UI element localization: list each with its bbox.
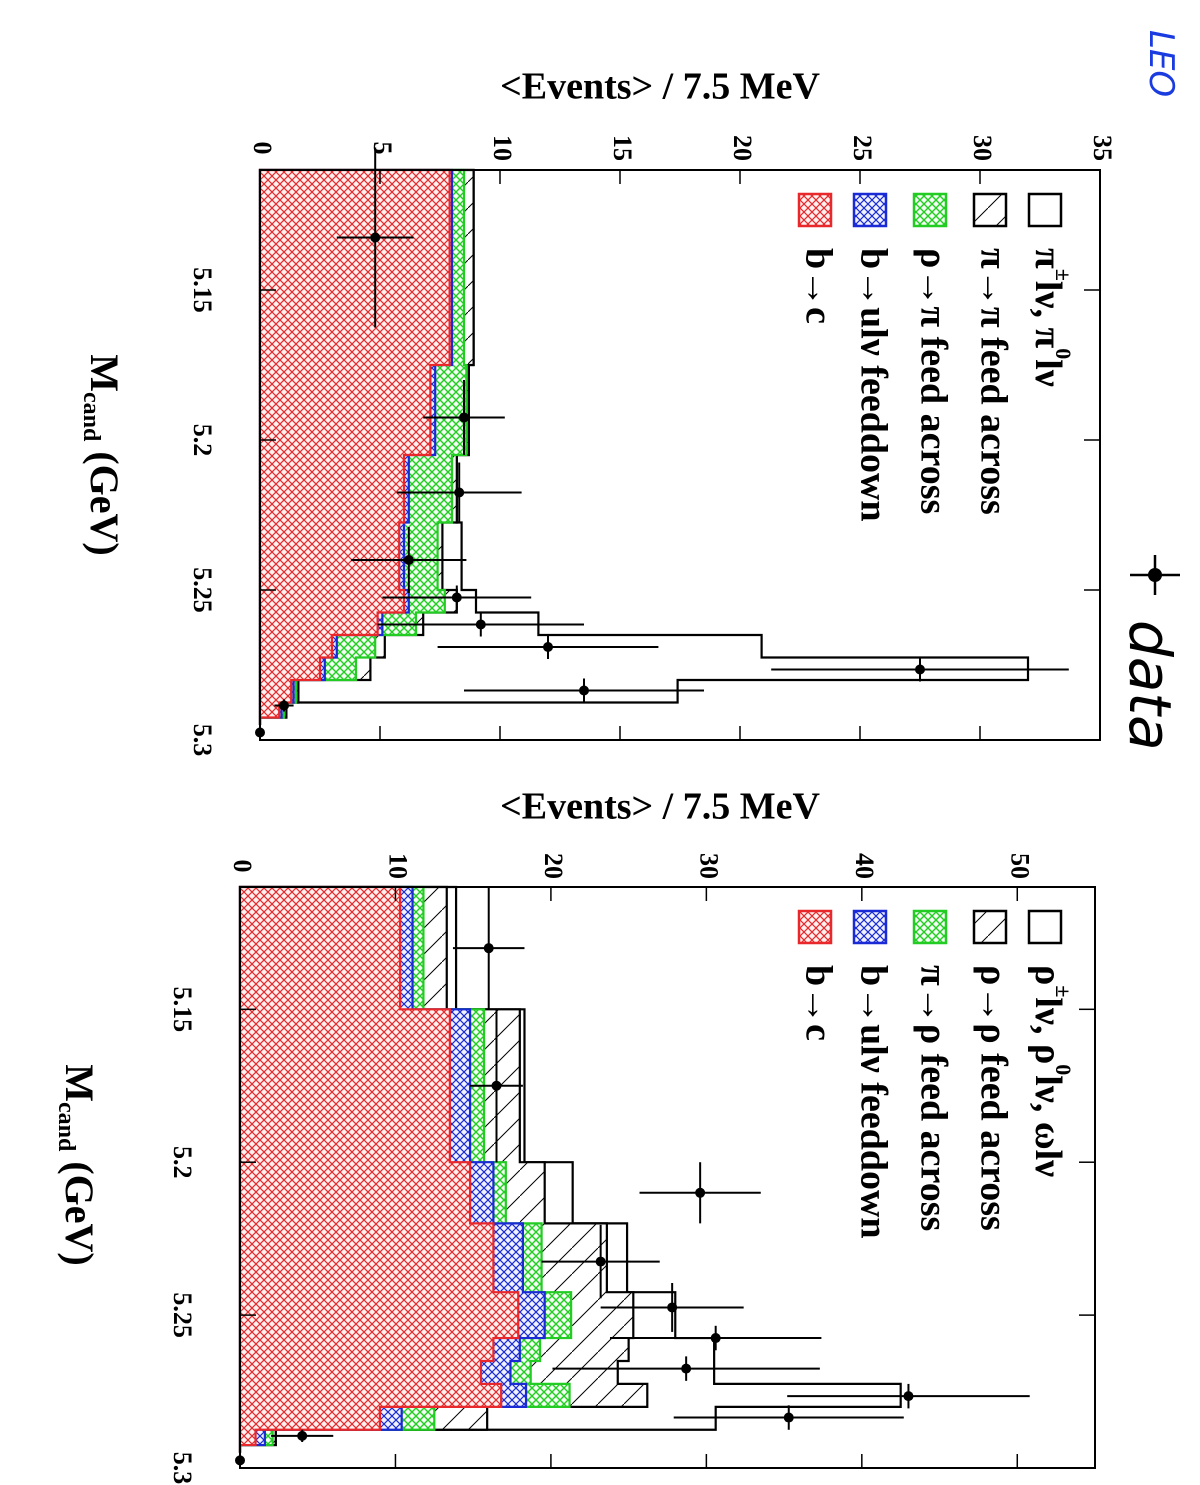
y-tick-label: 5 (368, 142, 397, 155)
y-axis-label: <Events> / 7.5 MeV (500, 66, 820, 108)
x-axis-label-sub: cand (53, 1102, 79, 1152)
y-tick-label: 0 (248, 142, 277, 155)
y-tick-label: 10 (488, 135, 517, 161)
data-point (255, 727, 265, 738)
y-tick-label: 20 (539, 853, 568, 879)
legend-swatch-ulv (852, 192, 888, 228)
legend-swatch-feed (972, 192, 1008, 228)
data-point (903, 1391, 914, 1402)
data-point (667, 1302, 678, 1313)
x-axis-label-sub: cand (78, 392, 104, 442)
legend-swatch-btoc (797, 909, 833, 945)
y-tick-label: 10 (383, 853, 412, 879)
x-axis-label-unit: (GeV) (57, 1151, 102, 1265)
legend-label-cross: ρ→π feed across (912, 248, 954, 514)
data-point (579, 685, 589, 696)
x-tick-label: 5.25 (188, 567, 217, 613)
y-tick-label: 30 (968, 135, 997, 161)
data-point (451, 592, 462, 603)
data-point (595, 1256, 606, 1267)
legend-swatch-signal (1027, 192, 1063, 228)
plot-frame (259, 169, 1101, 741)
data-point (483, 943, 494, 954)
corner-mark: LEO (1141, 30, 1181, 97)
x-tick-label: 5.15 (188, 267, 217, 313)
legend-label-btoc: b→c (797, 965, 839, 1041)
data-point (783, 1412, 794, 1423)
legend-swatch-btoc (797, 192, 833, 228)
data-point (297, 1430, 308, 1441)
data-point (491, 1080, 502, 1091)
data-point (454, 487, 465, 498)
data-point (695, 1187, 706, 1198)
data-point (915, 664, 925, 675)
y-tick-label: 25 (848, 135, 877, 161)
data-point (459, 412, 469, 423)
legend-swatch-signal (1027, 909, 1063, 945)
data-point (475, 619, 486, 630)
legend-label-cross: π→ρ feed across (912, 965, 954, 1231)
y-tick-label: 15 (608, 135, 637, 161)
y-tick-label: 0 (228, 860, 257, 873)
x-tick-label: 5.3 (168, 1452, 197, 1485)
data-point (681, 1363, 692, 1374)
legend-label-feed: ρ→ρ feed across (972, 965, 1014, 1231)
x-tick-label: 5.2 (188, 424, 217, 457)
data-point (403, 555, 414, 565)
legend-label-signal: ρ±lν, ρ0lν, ωlν (1027, 965, 1076, 1177)
data-point (279, 700, 289, 711)
x-tick-label: 5.15 (168, 987, 197, 1033)
top-panel: 0 5 10 15 20 25 30 35 5.15 5.2 5.25 5.3 <Events> / 7… (78, 66, 1117, 757)
legend-label-ulv: b→ulν feeddown (852, 248, 894, 522)
hist-b_to_c (238, 885, 520, 1453)
x-axis-label: Mcand (GeV) (78, 354, 126, 556)
data-point (710, 1333, 721, 1344)
legend-swatch-feed (972, 909, 1008, 945)
plot-frame (239, 886, 1096, 1469)
legend-label-feed: π→π feed across (972, 248, 1014, 515)
handwritten-data-label: data (1116, 620, 1184, 751)
x-axis-label: Mcand (GeV) (53, 1064, 101, 1266)
x-axis-label-unit: (GeV) (82, 441, 127, 555)
data-point (370, 232, 381, 243)
legend-label-btoc: b→c (797, 248, 839, 324)
legend-swatch-cross (912, 909, 948, 945)
y-tick-label: 35 (1088, 135, 1117, 161)
legend-label-ulv: b→ulν feeddown (852, 965, 894, 1239)
y-tick-label: 50 (1005, 853, 1034, 879)
legend-label-signal: π±lν, π0lν (1027, 248, 1076, 387)
legend-swatch-ulv (852, 909, 888, 945)
y-tick-label: 30 (694, 853, 723, 879)
x-axis-label-main: M (82, 354, 127, 392)
data-legend-marker (1130, 555, 1180, 595)
x-tick-label: 5.3 (188, 724, 217, 757)
x-axis-label-main: M (57, 1064, 102, 1102)
legend-swatch-cross (912, 192, 948, 228)
data-point (543, 642, 553, 652)
x-tick-label: 5.2 (168, 1146, 197, 1179)
y-axis-label: <Events> / 7.5 MeV (500, 786, 820, 828)
x-tick-label: 5.25 (168, 1292, 197, 1338)
y-tick-label: 20 (728, 135, 757, 161)
data-point (235, 1455, 245, 1466)
y-tick-label: 40 (850, 853, 879, 879)
bottom-panel: 0 10 20 30 40 50 5.15 5.2 5.25 5.3 <Events> / 7.5 … (53, 786, 1096, 1485)
